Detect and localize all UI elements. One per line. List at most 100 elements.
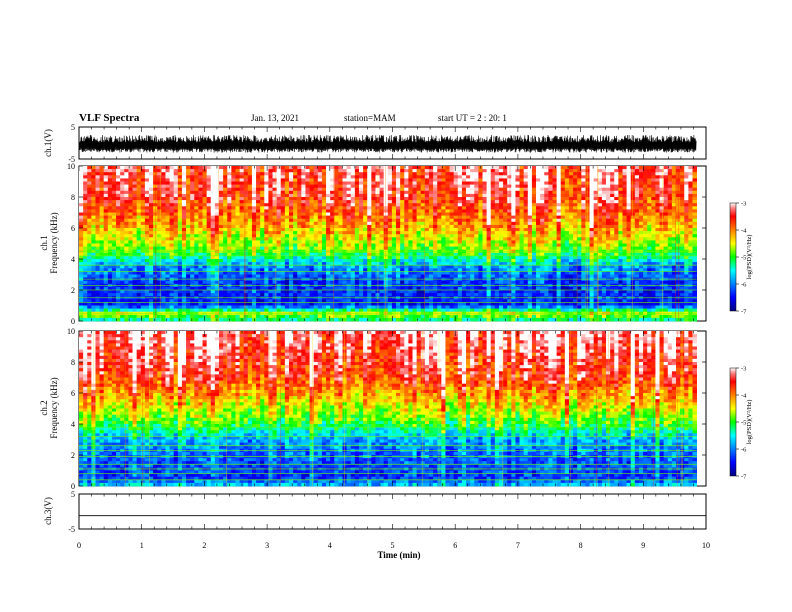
spectrogram-cell bbox=[165, 200, 170, 204]
spectrogram-cell bbox=[111, 203, 117, 207]
spectrogram-cell bbox=[593, 197, 599, 201]
ch1-waveform-panel: 5-5 bbox=[68, 123, 707, 164]
spectrogram-cell bbox=[239, 206, 245, 210]
spectrogram-cell bbox=[91, 169, 96, 173]
spectrogram-cell bbox=[630, 228, 636, 232]
spectrogram-cell bbox=[610, 203, 615, 207]
spectrogram-cell bbox=[321, 259, 327, 263]
spectrogram-cell bbox=[540, 218, 545, 223]
spectrogram-cell bbox=[103, 193, 109, 198]
spectrogram-cell bbox=[573, 200, 578, 204]
spectrogram-cell bbox=[457, 218, 463, 223]
spectrogram-cell bbox=[433, 228, 438, 232]
spectrogram-cell bbox=[482, 197, 488, 201]
spectrogram-cell bbox=[408, 265, 413, 269]
spectrogram-cell bbox=[536, 215, 541, 220]
spectrogram-cell bbox=[511, 190, 516, 195]
spectrogram-cell bbox=[470, 252, 475, 257]
spectrogram-cell bbox=[194, 221, 199, 226]
spectrogram-cell bbox=[515, 212, 520, 216]
spectrogram-cell bbox=[223, 197, 228, 201]
spectrogram-cell bbox=[227, 172, 232, 176]
spectrogram-cell bbox=[144, 252, 150, 257]
spectrogram-cell bbox=[198, 215, 203, 220]
spectrogram-cell bbox=[457, 212, 463, 216]
spectrogram-cell bbox=[680, 187, 685, 192]
spectrogram-cell bbox=[560, 172, 566, 176]
spectrogram-cell bbox=[272, 231, 278, 235]
spectrogram-cell bbox=[268, 265, 273, 269]
spectrogram-cell bbox=[223, 265, 228, 269]
spectrogram-cell bbox=[581, 184, 586, 189]
spectrogram-cell bbox=[157, 187, 162, 192]
spectrogram-cell bbox=[548, 166, 553, 170]
spectrogram-cell bbox=[268, 209, 273, 213]
spectrogram-cell bbox=[676, 166, 681, 170]
spectrogram-cell bbox=[548, 169, 553, 173]
spectrogram-cell bbox=[544, 203, 549, 207]
spectrogram-cell bbox=[198, 224, 203, 229]
spectrogram-cell bbox=[391, 197, 397, 201]
spectrogram-cell bbox=[342, 206, 348, 210]
spectrogram-cell bbox=[194, 262, 199, 266]
spectrogram-cell bbox=[498, 224, 504, 229]
spectrogram-cell bbox=[433, 221, 438, 226]
spectrogram-cell bbox=[330, 178, 335, 182]
spectrogram-cell bbox=[165, 215, 170, 220]
spectrogram-cell bbox=[622, 203, 627, 207]
spectrogram-cell bbox=[186, 187, 191, 192]
spectrogram-cell bbox=[453, 252, 459, 257]
spectrogram-cell bbox=[564, 200, 570, 204]
spectrogram-cell bbox=[684, 255, 689, 260]
spectrogram-cell bbox=[95, 172, 100, 176]
spectrogram-cell bbox=[540, 206, 545, 210]
spectrogram-cell bbox=[428, 184, 434, 189]
spectrogram-cell bbox=[350, 181, 356, 185]
spectrogram-cell bbox=[387, 243, 393, 247]
spectrogram-cell bbox=[235, 218, 240, 223]
spectrogram-cell bbox=[519, 175, 525, 179]
spectrogram-cell bbox=[148, 221, 154, 226]
spectrogram-cell bbox=[99, 262, 105, 266]
spectrogram-cell bbox=[445, 193, 450, 198]
spectrogram-cell bbox=[338, 265, 343, 269]
spectrogram-cell bbox=[478, 240, 483, 244]
spectrogram-cell bbox=[564, 218, 570, 223]
spectrogram-cell bbox=[326, 175, 331, 179]
spectrogram-cell bbox=[91, 237, 96, 241]
spectrogram-cell bbox=[251, 181, 257, 185]
spectrogram-cell bbox=[198, 218, 203, 223]
spectrogram-cell bbox=[280, 240, 286, 244]
spectrogram-cell bbox=[453, 169, 459, 173]
spectrogram-cell bbox=[272, 234, 278, 238]
spectrogram-cell bbox=[441, 231, 446, 235]
spectrogram-cell bbox=[293, 212, 298, 216]
spectrogram-cell bbox=[169, 218, 175, 223]
spectrogram-cell bbox=[321, 243, 327, 247]
spectrogram-cell bbox=[622, 175, 627, 179]
spectrogram-cell bbox=[293, 234, 298, 238]
spectrogram-cell bbox=[177, 218, 183, 223]
spectrogram-cell bbox=[490, 169, 496, 173]
spectrogram-cell bbox=[643, 184, 648, 189]
spectrogram-cell bbox=[445, 212, 450, 216]
spectrogram-cell bbox=[227, 212, 232, 216]
spectrogram-cell bbox=[634, 209, 640, 213]
spectrogram-cell bbox=[251, 255, 257, 260]
spectrogram-cell bbox=[437, 190, 442, 195]
spectrogram-cell bbox=[470, 190, 475, 195]
spectrogram-cell bbox=[95, 255, 100, 260]
spectrogram-cell bbox=[597, 197, 603, 201]
spectrogram-cell bbox=[560, 187, 566, 192]
spectrogram-cell bbox=[445, 259, 450, 263]
spectrogram-cell bbox=[503, 252, 508, 257]
spectrogram-cell bbox=[288, 262, 294, 266]
spectrogram-cell bbox=[511, 228, 516, 232]
spectrogram-cell bbox=[404, 215, 409, 220]
spectrogram-cell bbox=[358, 178, 364, 182]
spectrogram-cell bbox=[223, 255, 228, 260]
spectrogram-cell bbox=[482, 240, 488, 244]
spectrogram-cell bbox=[507, 255, 512, 260]
spectrogram-cell bbox=[124, 181, 129, 185]
spectrogram-cell bbox=[342, 203, 348, 207]
